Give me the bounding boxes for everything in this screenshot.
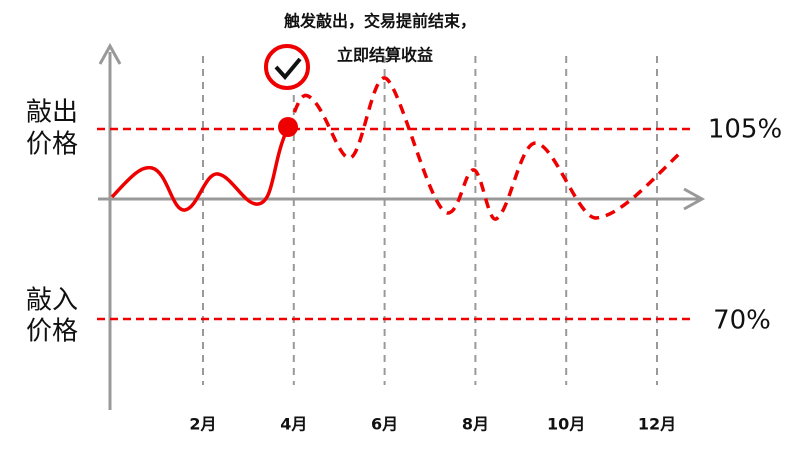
price-path-future [286, 76, 682, 221]
month-label: 8月 [462, 415, 489, 434]
check-mark [274, 57, 302, 81]
annotation-line: 立即结算收益 [337, 46, 433, 65]
knock-out-point [278, 117, 298, 137]
level-label: 价格 [26, 130, 78, 160]
level-value: 70% [713, 306, 771, 336]
level-label: 价格 [26, 317, 78, 347]
level-label: 敲出 [26, 98, 78, 128]
month-label: 6月 [371, 415, 398, 434]
price-path [110, 127, 290, 212]
month-grid [202, 56, 658, 385]
month-label: 2月 [189, 415, 216, 434]
month-label: 12月 [638, 415, 676, 434]
level-value: 105% [708, 115, 782, 145]
x-axis-arrow [683, 187, 706, 211]
check-icon [264, 44, 310, 90]
month-label: 4月 [280, 415, 307, 434]
annotation-line: 触发敲出，交易提前结束， [283, 12, 476, 31]
month-label: 10月 [547, 415, 585, 434]
level-label: 敲入 [26, 286, 78, 316]
y-axis-arrow [98, 42, 122, 65]
